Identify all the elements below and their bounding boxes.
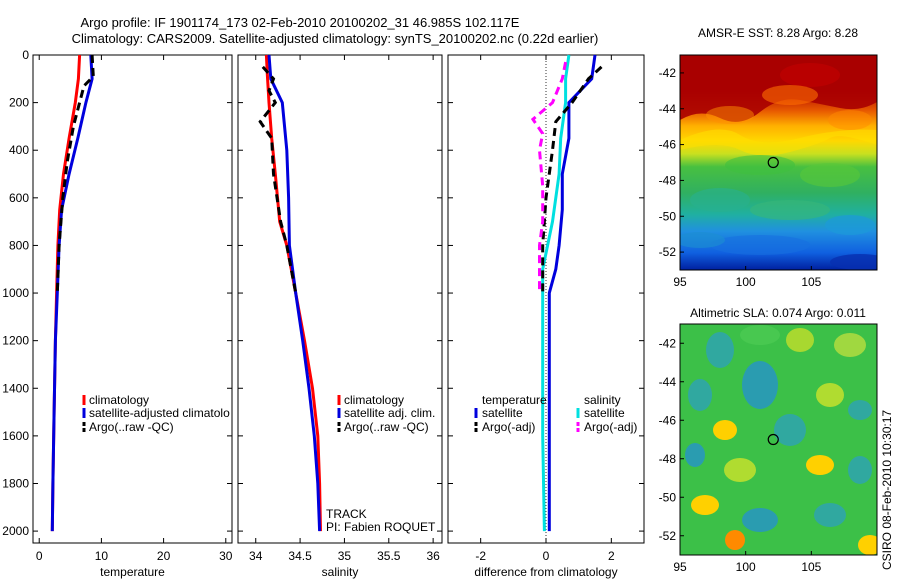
x-tick-label: 34: [249, 549, 263, 563]
axes-frame: [237, 54, 443, 544]
map-x-tick-label: 95: [673, 560, 687, 574]
series-line-argo-raw-qc-: [258, 65, 298, 294]
legend-label-argo-sal: Argo(..raw -QC): [344, 420, 429, 434]
timestamp-label: CSIRO 08-Feb-2010 10:30:17: [880, 410, 894, 570]
x-axis-label: temperature: [100, 565, 165, 579]
x-tick-label: 10: [95, 549, 109, 563]
x-tick-label: 20: [157, 549, 171, 563]
sst-map-title: AMSR-E SST: 8.28 Argo: 8.28: [698, 26, 858, 40]
sst-map: [680, 55, 877, 270]
x-tick-label: 0: [543, 549, 550, 563]
series-line-climatology: [264, 54, 322, 532]
x-tick-label: 0: [36, 549, 43, 563]
legend-label-t-argo: Argo(-adj): [482, 420, 535, 434]
map-y-tick-label: -42: [659, 66, 677, 80]
temperature-panel: 0 10 20 30 0 200 400 600 800 1000 1200 1400 1600 1800…: [2, 48, 232, 579]
y-tick-label: 400: [9, 143, 29, 157]
map-y-tick-label: -48: [659, 173, 677, 187]
y-tick-label: 800: [9, 238, 29, 252]
map-y-tick-label: -44: [659, 375, 677, 389]
sst-map-axes: 95 100 105 -42 -44 -46 -48 -50 -52: [659, 66, 822, 289]
x-tick-label: 35.5: [377, 549, 401, 563]
y-tick-label: 1400: [2, 381, 29, 395]
map-y-tick-label: -44: [659, 102, 677, 116]
y-tick-label: 1800: [2, 476, 29, 490]
map-y-tick-label: -42: [659, 336, 677, 350]
y-tick-label: 1600: [2, 429, 29, 443]
map-y-tick-label: -50: [659, 209, 677, 223]
salinity-panel: 34 34.5 35 35.5 36 salinity: [237, 54, 443, 579]
map-x-tick-label: 100: [736, 560, 756, 574]
legend-label-climatology: climatology: [89, 393, 149, 407]
sla-map-title: Altimetric SLA: 0.074 Argo: 0.011: [690, 306, 866, 320]
difference-panel: -2 0 2 difference from climatology: [447, 54, 645, 579]
sla-map: [680, 324, 877, 555]
pi-label: PI: Fabien ROQUET: [326, 520, 436, 534]
x-axis-label: salinity: [322, 565, 359, 579]
track-label: TRACK: [326, 507, 367, 521]
series-line-argo-adj-: [530, 61, 568, 293]
map-y-tick-label: -46: [659, 413, 677, 427]
map-x-tick-label: 100: [736, 275, 756, 289]
sla-map-frame: [679, 323, 878, 556]
legend-title-salinity: salinity: [584, 393, 621, 407]
figure-title-line1: Argo profile: IF 1901174_173 02-Feb-2010…: [81, 15, 520, 30]
y-tick-label: 1200: [2, 334, 29, 348]
y-tick-label: 2000: [2, 524, 29, 538]
legend-title-temperature: temperature: [482, 393, 547, 407]
y-tick-label: 200: [9, 96, 29, 110]
legend-label-satellite-sal: satellite adj. clim.: [344, 406, 435, 420]
x-axis-label: difference from climatology: [474, 565, 617, 579]
series-line-argo-adj-: [541, 65, 603, 293]
map-x-tick-label: 105: [801, 560, 821, 574]
map-y-tick-label: -50: [659, 490, 677, 504]
series-line-satellite: [547, 54, 597, 532]
legend-label-climatology-sal: climatology: [344, 393, 404, 407]
legend-label-argo: Argo(..raw -QC): [89, 420, 174, 434]
map-y-tick-label: -52: [659, 245, 677, 259]
legend-label-s-argo: Argo(-adj): [584, 420, 637, 434]
map-y-tick-label: -52: [659, 529, 677, 543]
legend-label-t-satellite: satellite: [482, 406, 523, 420]
sst-map-frame: [679, 54, 878, 271]
series-line-satellite: [541, 54, 571, 532]
x-tick-label: 2: [608, 549, 615, 563]
axes-frame: [32, 54, 233, 544]
series-line-satellite-adjusted-climatolo: [50, 54, 94, 532]
x-tick-label: 35: [338, 549, 352, 563]
map-y-tick-label: -48: [659, 452, 677, 466]
y-tick-label: 0: [22, 48, 29, 62]
x-tick-label: -2: [475, 549, 486, 563]
float-position-marker: [767, 156, 779, 169]
map-x-tick-label: 95: [673, 275, 687, 289]
legend-label-satellite-adjusted: satellite-adjusted climatolo: [89, 406, 230, 420]
figure-title-line2: Climatology: CARS2009. Satellite-adjuste…: [72, 31, 599, 46]
y-tick-label: 1000: [2, 286, 29, 300]
series-line-satellite-adj-clim-: [267, 54, 322, 532]
x-tick-label: 36: [426, 549, 440, 563]
y-tick-label: 600: [9, 191, 29, 205]
sla-map-axes: 95 100 105 -42 -44 -46 -48 -50 -52: [659, 336, 822, 574]
map-y-tick-label: -46: [659, 138, 677, 152]
x-tick-label: 34.5: [288, 549, 312, 563]
x-tick-label: 30: [219, 549, 233, 563]
map-x-tick-label: 105: [801, 275, 821, 289]
legend-label-s-satellite: satellite: [584, 406, 625, 420]
float-position-marker: [767, 433, 779, 446]
